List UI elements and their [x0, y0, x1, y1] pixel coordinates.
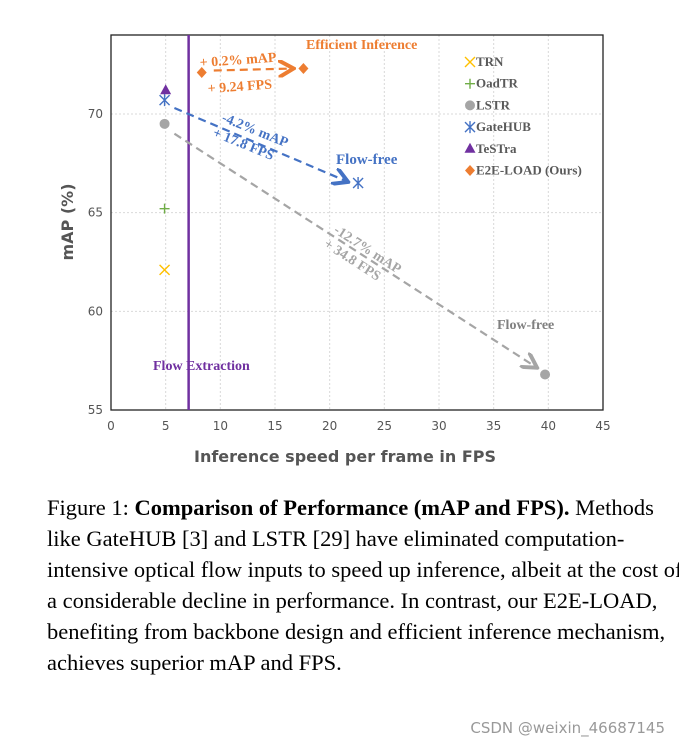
point-lstr	[159, 118, 170, 129]
legend-marker-gatehub	[464, 121, 476, 134]
legend-marker-trn-stroke	[464, 56, 476, 68]
legend-label-lstr: LSTR	[476, 97, 511, 112]
x-tick-label: 30	[431, 419, 446, 433]
point-gatehub	[352, 177, 364, 190]
y-tick-label: 55	[88, 403, 103, 417]
flow-extraction-label: Flow Extraction	[153, 359, 250, 374]
x-tick-label: 25	[377, 419, 392, 433]
legend-label-gatehub: GateHUB	[476, 119, 531, 134]
y-tick-label: 70	[88, 107, 103, 121]
legend-marker-oadtr	[465, 78, 475, 89]
annotation-efficient-inference: Efficient Inference	[306, 38, 417, 53]
annotation-blue-flow-free: Flow-free	[336, 152, 398, 168]
point-e2e-load-ours	[196, 67, 207, 78]
arrows	[173, 69, 535, 367]
scatter-chart: 0 5 10 15 20 25 30 35 40 45 55 60 65 70 Inference spe…	[58, 34, 611, 466]
x-tick-label: 10	[213, 419, 228, 433]
x-axis-label: Inference speed per frame in FPS	[194, 447, 496, 466]
legend-label-e2e-load-ours: E2E-LOAD (Ours)	[476, 163, 582, 178]
x-tick-label: 5	[162, 419, 170, 433]
annotation-orange-fps: + 9.24 FPS	[207, 78, 272, 97]
legend-marker-trn	[464, 56, 476, 68]
point-testra	[160, 84, 172, 95]
legend-marker-testra	[464, 142, 476, 153]
x-tick-label: 45	[595, 419, 610, 433]
y-axis-label: mAP (%)	[58, 183, 77, 260]
legend-marker-lstr	[465, 100, 475, 111]
annotation-gray-flow-free: Flow-free	[497, 318, 554, 333]
point-e2e-load-ours	[298, 63, 309, 75]
watermark: CSDN @weixin_46687145	[470, 719, 665, 737]
legend-marker-e2e-load-ours	[465, 165, 475, 176]
figure-caption: Figure 1: Comparison of Performance (mAP…	[47, 492, 679, 678]
caption-title: Comparison of Performance (mAP and FPS).	[134, 495, 570, 520]
caption-body: Methods like GateHUB [3] and LSTR [29] h…	[47, 495, 679, 675]
trend-arrow	[173, 132, 535, 367]
legend: TRN OadTR LSTR GateHUB TeSTra E2E-LOAD (Ours)	[464, 54, 582, 178]
point-trn-stroke	[159, 264, 171, 276]
point-lstr	[540, 369, 551, 380]
y-tick-label: 65	[88, 206, 103, 220]
point-trn	[159, 264, 171, 276]
annotation-orange-map: + 0.2% mAP	[199, 51, 277, 71]
data-points	[159, 63, 551, 380]
legend-label-oadtr: OadTR	[476, 76, 519, 91]
x-tick-label: 15	[267, 419, 282, 433]
caption-prefix: Figure 1:	[47, 495, 135, 520]
x-tick-label: 40	[541, 419, 556, 433]
legend-label-trn: TRN	[476, 54, 504, 69]
tick-labels: 0 5 10 15 20 25 30 35 40 45 55 60 65 70	[88, 107, 611, 433]
point-gatehub	[159, 94, 171, 107]
plot-frame	[110, 34, 604, 411]
y-tick-label: 60	[88, 304, 103, 318]
x-tick-label: 20	[322, 419, 337, 433]
trend-arrow	[173, 107, 346, 181]
x-tick-label: 35	[486, 419, 501, 433]
point-oadtr	[159, 203, 170, 214]
legend-label-testra: TeSTra	[476, 141, 517, 156]
x-tick-label: 0	[107, 419, 115, 433]
grid	[110, 35, 604, 411]
